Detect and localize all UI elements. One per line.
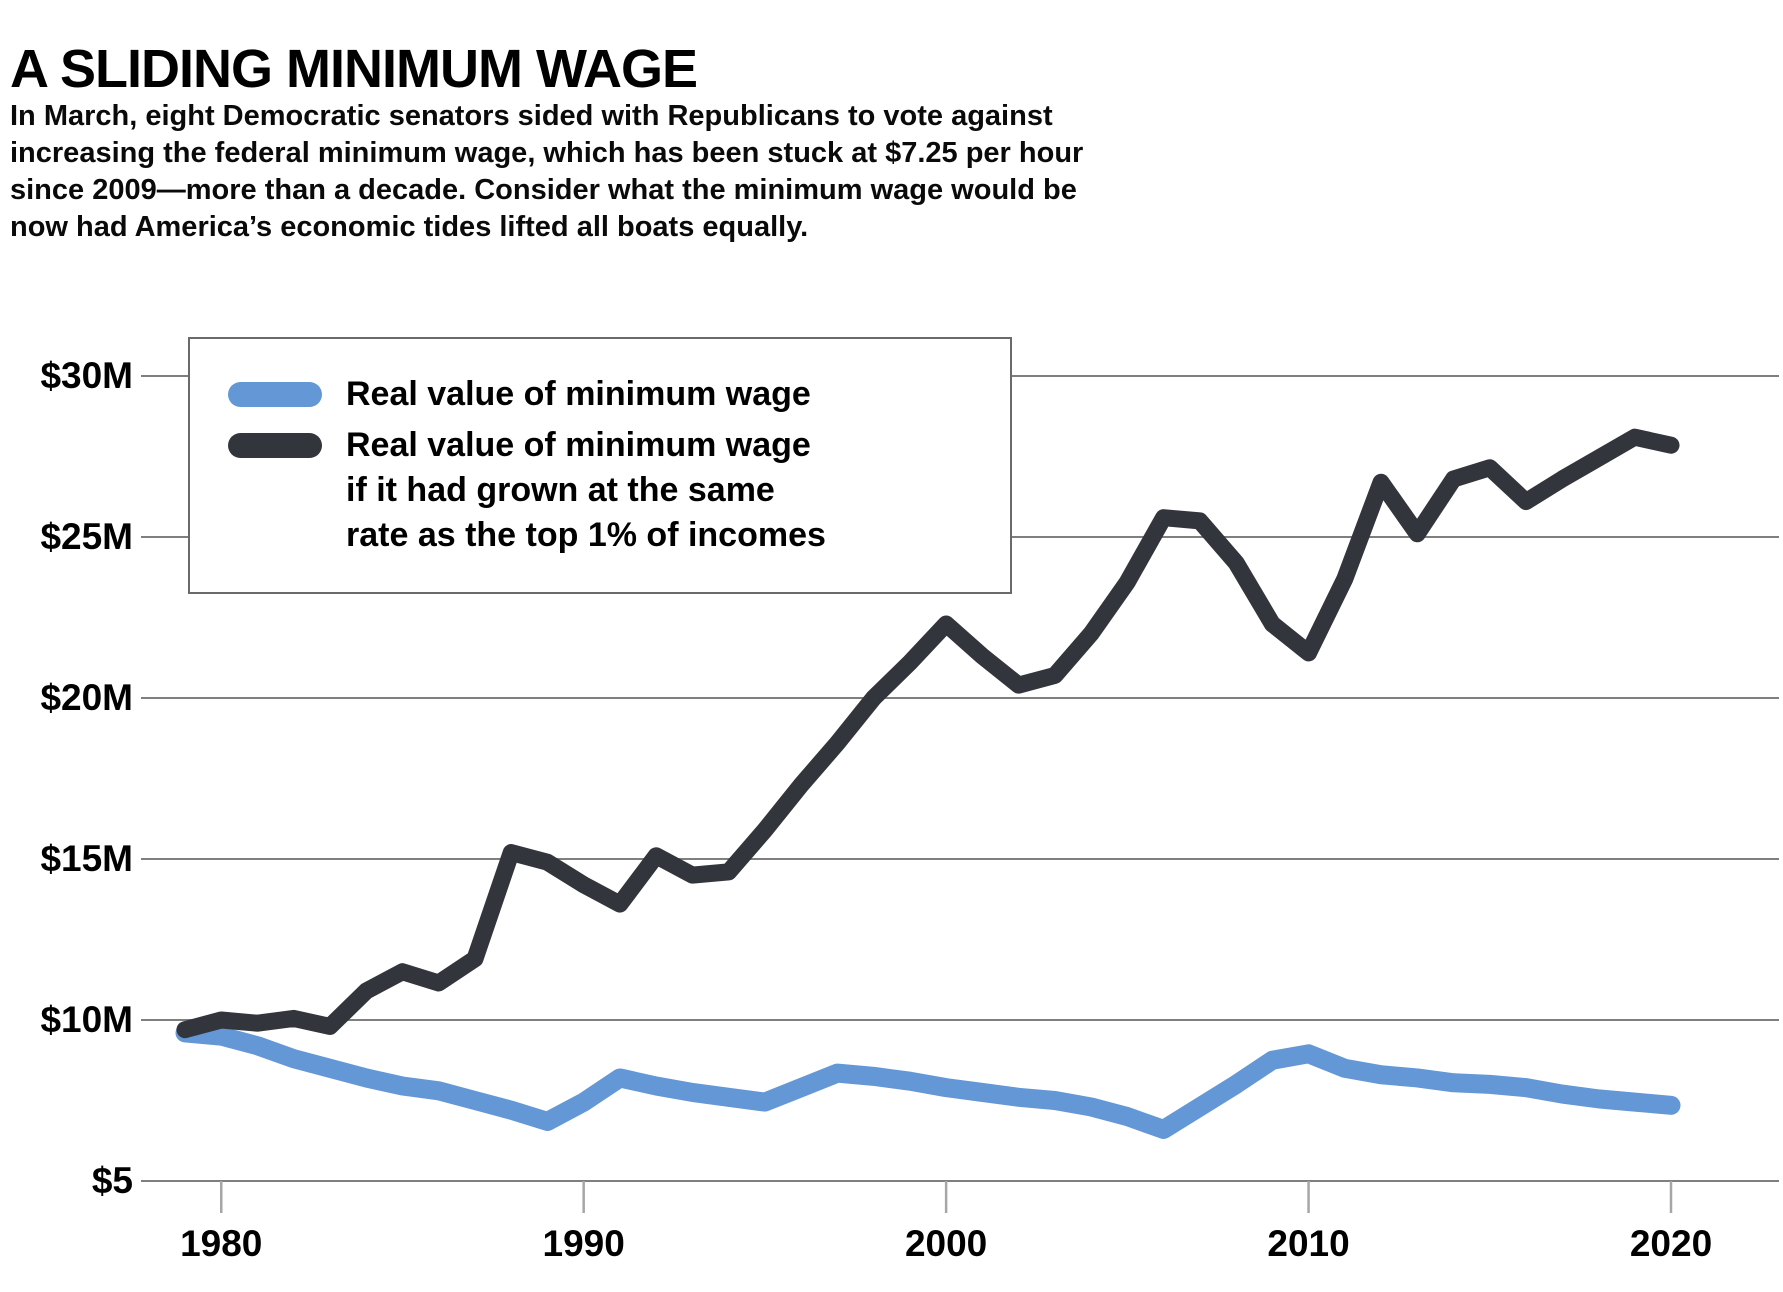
intro-line: now had America’s economic tides lifted … (10, 211, 809, 243)
legend-item-minimum-wage: Real value of minimum wage (228, 372, 811, 417)
y-axis-label: $10M (40, 999, 133, 1040)
legend-label-line: rate as the top 1% of incomes (346, 516, 826, 554)
legend-label-line: Real value of minimum wage (346, 426, 811, 464)
x-axis-label: 2000 (904, 1223, 988, 1264)
y-axis-label: $15M (40, 838, 133, 879)
y-axis-label: $30M (40, 355, 133, 396)
y-axis-label: $5 (91, 1160, 133, 1201)
chart-title: A SLIDING MINIMUM WAGE (10, 39, 698, 100)
legend-label: Real value of minimum wage if it had gro… (346, 423, 826, 558)
legend-item-top1pct: Real value of minimum wage if it had gro… (228, 423, 826, 558)
legend-label: Real value of minimum wage (346, 375, 811, 413)
dark-line-swatch-icon (228, 433, 322, 458)
y-axis-label: $20M (40, 677, 133, 718)
minimum-wage-line (175, 1023, 1681, 1139)
top1pct-counterfactual-line (176, 428, 1680, 1039)
chart-legend: Real value of minimum wage Real value of… (188, 337, 1012, 594)
intro-line: In March, eight Democratic senators side… (10, 100, 1053, 132)
x-axis-label: 2010 (1267, 1223, 1350, 1264)
intro-paragraph: In March, eight Democratic senators side… (10, 98, 1083, 246)
intro-line: since 2009—more than a decade. Consider … (10, 174, 1077, 206)
x-axis-label: 1980 (180, 1223, 263, 1264)
x-axis-label: 1990 (542, 1223, 625, 1264)
intro-line: increasing the federal minimum wage, whi… (10, 137, 1084, 169)
x-axis-label: 2020 (1629, 1223, 1713, 1264)
y-axis-label: $25M (40, 516, 133, 557)
blue-line-swatch-icon (228, 382, 322, 407)
legend-label-line: if it had grown at the same (346, 471, 775, 509)
